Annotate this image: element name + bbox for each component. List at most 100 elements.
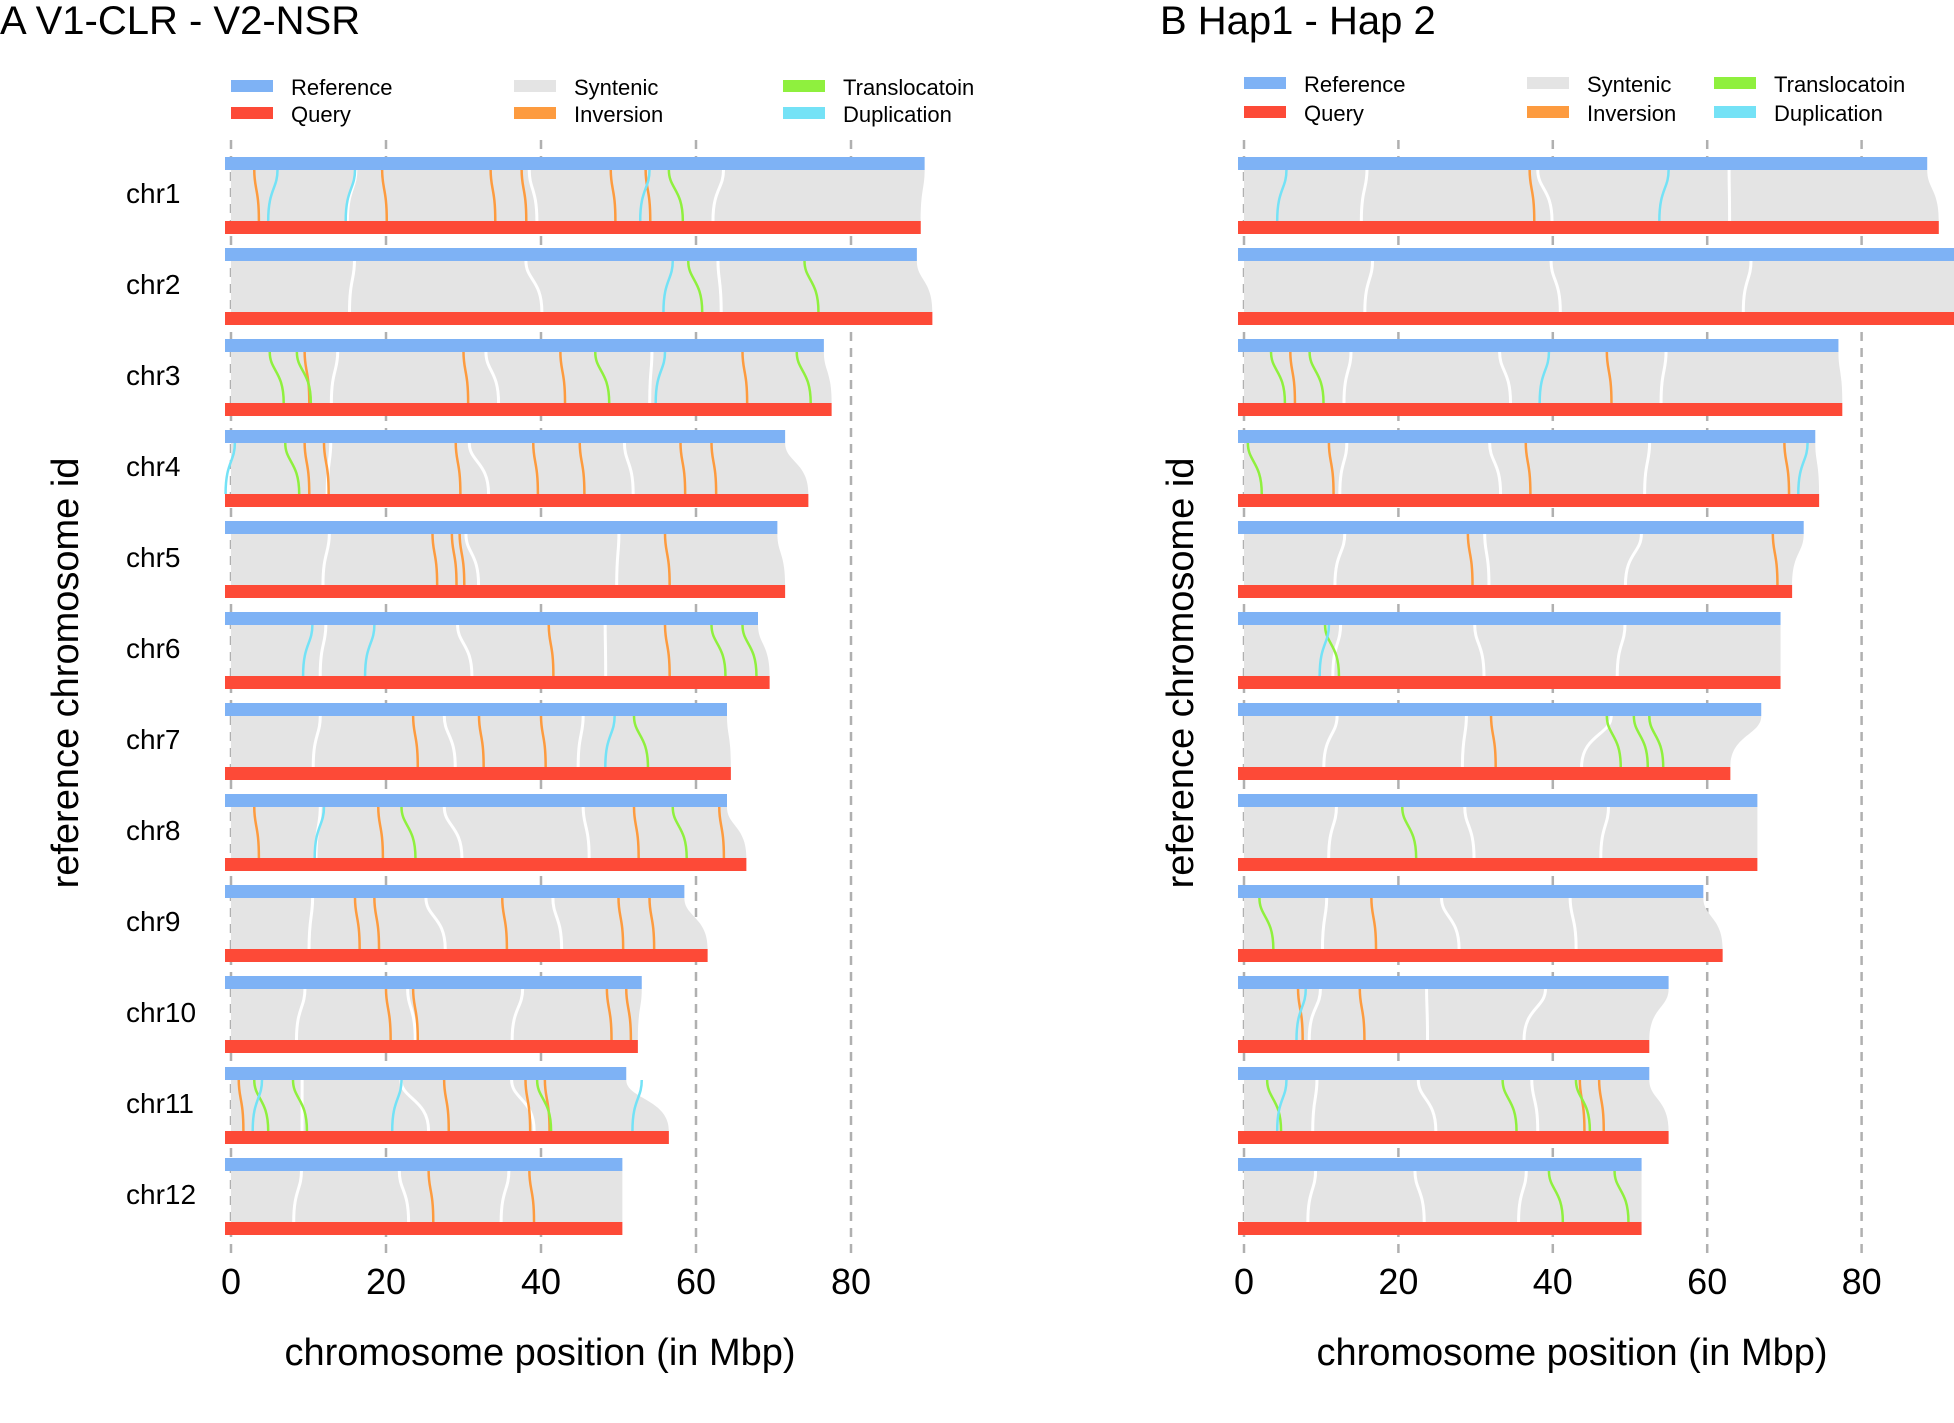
x-tick-60: 60 [676,1261,716,1302]
chr2-query-bar [1238,312,1954,325]
chr12-translocation [1547,1170,1565,1223]
chr6-query-bar [1238,676,1781,689]
chr6-alignment-gap [1473,624,1486,677]
legend-label-reference: Reference [291,75,393,100]
x-tick-80: 80 [1842,1261,1882,1302]
chr3-translocation [795,351,812,404]
chr2-alignment-gap [1363,260,1375,313]
chr3-inversion [1605,351,1613,404]
chr6-translocation [1323,624,1341,677]
chr4-label: chr4 [126,451,180,482]
chr6-alignment-gap [1331,624,1343,677]
chr6-alignment-gap [1615,624,1627,677]
panel-b-y-axis-title: reference chromosome id [1160,458,1202,889]
chr12-alignment-gap [397,1170,411,1223]
chr11-translocation [535,1079,553,1132]
chr11-translocation [1574,1079,1592,1132]
chr5-syntenic-ribbon [1244,534,1804,585]
chr9-alignment-gap [424,897,447,950]
chr12-query-bar [225,1222,623,1235]
x-tick-80: 80 [831,1261,871,1302]
chr3-alignment-gap [1342,351,1353,404]
chr8-inversion [718,806,726,859]
legend-label-syntenic: Syntenic [1587,72,1671,97]
chr11-query-bar [225,1131,669,1144]
chr2-query-bar [225,312,933,325]
chr8-syntenic-ribbon [1244,807,1758,858]
chr10-inversion [384,988,392,1041]
chr1-reference-bar [1238,157,1928,170]
chr4-alignment-gap [1488,442,1503,495]
chr7-translocation [632,715,650,768]
chr10-inversion [1358,988,1366,1041]
chr4-inversion [578,442,586,495]
chr8-translocation [400,806,417,859]
chr7-translocation [1605,715,1622,768]
chr5-query-bar [225,585,786,598]
panel-a-bars [225,157,933,1235]
chr7-translocation [1632,715,1650,768]
legend-label-query: Query [1304,101,1364,126]
chr9-alignment-gap [307,897,315,950]
chr11-query-bar [1238,1131,1669,1144]
chr4-inversion [303,442,311,495]
chr3-reference-bar [1238,339,1839,352]
chr7-query-bar [1238,767,1731,780]
chr12-label: chr12 [126,1179,196,1210]
chr8-label: chr8 [126,815,180,846]
x-tick-40: 40 [1533,1261,1573,1302]
chr2-label: chr2 [126,269,180,300]
chr1-label: chr1 [126,178,180,209]
chr4-alignment-gap [467,442,491,495]
chr3-query-bar [225,403,832,416]
chr7-alignment-gap [576,715,585,768]
chr10-alignment-gap [406,988,417,1041]
panel-b-x-axis-title: chromosome position (in Mbp) [1316,1332,1827,1374]
chr11-inversion [237,1079,245,1132]
legend-label-translocatoin: Translocatoin [843,75,974,100]
chr9-inversion [617,897,625,950]
legend-swatch-syntenic [1527,77,1569,89]
chr4-alignment-gap [1643,442,1652,495]
panel-a: A V1-CLR - V2-NSR reference chromosome i… [0,0,974,1374]
chr3-duplication [654,351,667,404]
chr3-translocation [268,351,285,404]
chr6-label: chr6 [126,633,180,664]
chr9-syntenic-ribbon [231,898,708,949]
chr2-alignment-gap [524,260,544,313]
chr2-reference-bar [225,248,917,261]
chr3-inversion [559,351,567,404]
legend-label-inversion: Inversion [1587,101,1676,126]
chr9-translocation [1258,897,1275,950]
legend-swatch-query [231,107,273,119]
chr5-alignment-gap [1333,533,1347,586]
legend-label-reference: Reference [1304,72,1406,97]
chr1-alignment-gap [527,169,539,222]
chr9-alignment-gap [1320,897,1329,950]
panel-b-title: B Hap1 - Hap 2 [1160,0,1436,43]
chr10-syntenic-ribbon [1244,989,1669,1040]
chr6-duplication [301,624,314,677]
panel-a-title: A V1-CLR - V2-NSR [0,0,360,43]
chr4-alignment-gap [1338,442,1349,495]
chr1-syntenic-ribbon [231,170,925,221]
panel-b-ribbons [1244,169,1954,1223]
chr1-alignment-gap [1727,169,1732,222]
chr11-duplication [251,1079,264,1132]
chr12-syntenic-ribbon [231,1171,623,1222]
panel-a-y-axis-title: reference chromosome id [45,458,87,889]
chr11-inversion [1597,1079,1605,1132]
chr7-inversion [411,715,420,768]
chr11-duplication [1275,1079,1288,1132]
chr10-alignment-gap [294,988,307,1041]
chr11-inversion [543,1079,551,1132]
legend-swatch-syntenic [514,80,556,92]
chr4-inversion [1783,442,1791,495]
chr11-alignment-gap [510,1079,536,1132]
chr5-alignment-gap [464,533,481,586]
chr5-inversion [1771,533,1779,586]
chr9-label: chr9 [126,906,180,937]
chr10-label: chr10 [126,997,196,1028]
chr5-inversion [1466,533,1474,586]
